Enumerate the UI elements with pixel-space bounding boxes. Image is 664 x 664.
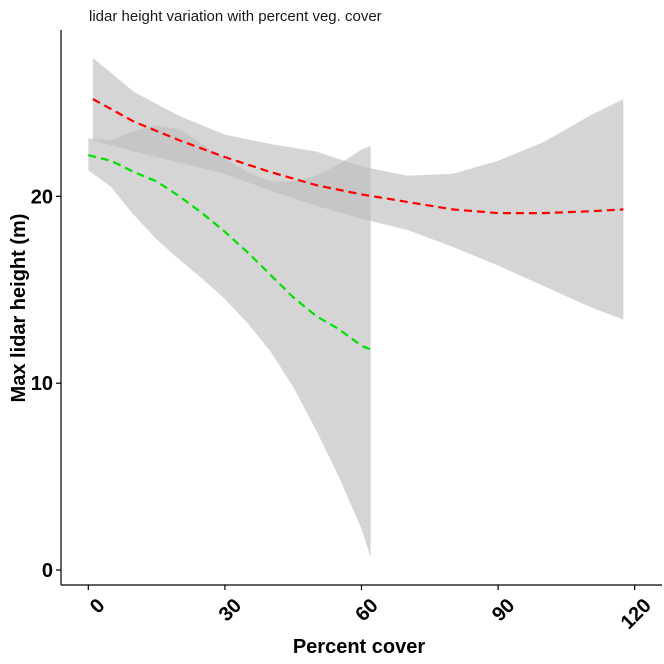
x-tick-label: 90 [488,595,519,626]
trend-lines [88,98,624,351]
trend-line-1 [92,98,624,215]
chart-title: lidar height variation with percent veg.… [89,8,382,25]
trend-line-2 [88,154,372,351]
confidence-bands [88,58,624,558]
y-axis-ticks: 0 10 20 [31,186,61,582]
y-tick-label: 20 [31,186,53,208]
x-tick-label: 30 [215,595,246,626]
confidence-band-2 [88,125,371,558]
x-axis-title: Percent cover [293,636,426,658]
y-tick-label: 10 [31,373,53,395]
y-tick-label: 0 [42,560,53,582]
x-axis-ticks: 0 30 60 90 120 [86,585,656,634]
y-axis-title: Max lidar height (m) [8,214,30,403]
x-tick-label: 120 [617,595,656,634]
x-tick-label: 60 [351,595,382,626]
x-tick-label: 0 [86,595,109,618]
